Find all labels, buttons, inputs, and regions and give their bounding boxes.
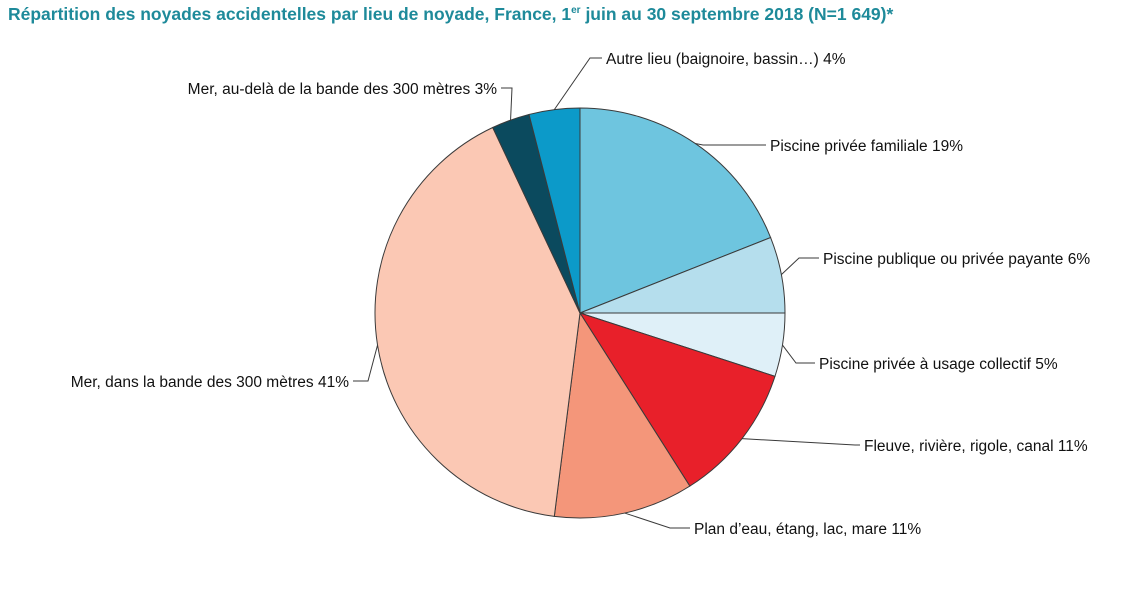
leader-line xyxy=(501,87,513,121)
leader-line xyxy=(624,512,690,529)
slice-label: Piscine publique ou privée payante 6% xyxy=(823,251,1090,268)
leader-line xyxy=(553,57,602,110)
leader-line xyxy=(781,257,819,275)
slice-label: Mer, dans la bande des 300 mètres 41% xyxy=(71,374,350,391)
slice-label: Autre lieu (baignoire, bassin…) 4% xyxy=(606,51,846,68)
slice-label: Fleuve, rivière, rigole, canal 11% xyxy=(864,438,1088,455)
pie-slice xyxy=(528,107,581,314)
chart-title: Répartition des noyades accidentelles pa… xyxy=(8,4,894,24)
slice-label: Piscine privée à usage collectif 5% xyxy=(819,356,1058,373)
leader-line xyxy=(353,344,379,382)
leader-line xyxy=(782,344,815,364)
pie-slice xyxy=(553,311,691,519)
leader-line xyxy=(741,438,860,446)
slice-label: Piscine privée familiale 19% xyxy=(770,138,963,155)
slice-label: Mer, au-delà de la bande des 300 mètres … xyxy=(188,81,498,98)
slice-label: Plan d’eau, étang, lac, mare 11% xyxy=(694,521,921,538)
leader-line xyxy=(695,142,766,146)
pie-slice xyxy=(579,107,772,314)
pie-slice xyxy=(374,126,581,517)
